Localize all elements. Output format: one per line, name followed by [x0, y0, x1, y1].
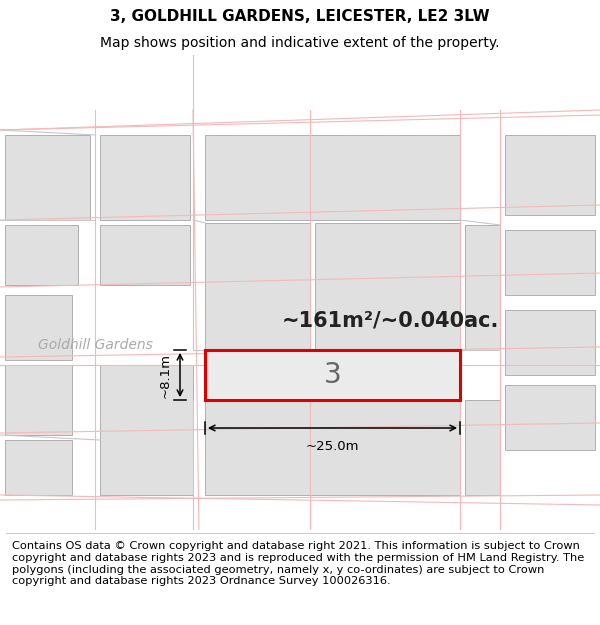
- Bar: [5, 225, 78, 285]
- Bar: [5, 135, 90, 220]
- Bar: [505, 310, 595, 375]
- Text: ~161m²/~0.040ac.: ~161m²/~0.040ac.: [281, 310, 499, 330]
- Bar: [205, 135, 460, 220]
- Text: Contains OS data © Crown copyright and database right 2021. This information is : Contains OS data © Crown copyright and d…: [12, 541, 584, 586]
- Bar: [205, 350, 460, 400]
- Bar: [465, 400, 500, 495]
- Bar: [505, 230, 595, 295]
- Bar: [5, 440, 72, 495]
- Text: 3: 3: [323, 361, 341, 389]
- Bar: [205, 400, 460, 495]
- Bar: [205, 223, 310, 350]
- Bar: [465, 225, 500, 350]
- Bar: [5, 295, 72, 360]
- Bar: [100, 225, 190, 285]
- Bar: [100, 365, 193, 495]
- Text: Map shows position and indicative extent of the property.: Map shows position and indicative extent…: [100, 36, 500, 50]
- Bar: [100, 135, 190, 220]
- Text: ~25.0m: ~25.0m: [306, 440, 359, 453]
- Bar: [505, 135, 595, 215]
- Text: 3, GOLDHILL GARDENS, LEICESTER, LE2 3LW: 3, GOLDHILL GARDENS, LEICESTER, LE2 3LW: [110, 9, 490, 24]
- Bar: [5, 365, 72, 435]
- Bar: [505, 385, 595, 450]
- Bar: [315, 223, 460, 350]
- Text: ~8.1m: ~8.1m: [159, 352, 172, 398]
- Text: Goldhill Gardens: Goldhill Gardens: [38, 338, 152, 352]
